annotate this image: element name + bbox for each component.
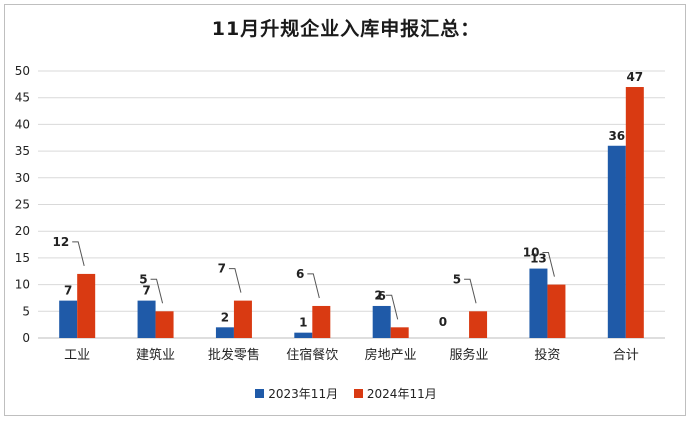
data-label-leader <box>307 273 320 299</box>
bar-series-1 <box>529 268 548 338</box>
data-label-series-1: 36 <box>608 129 625 143</box>
data-label-series-1: 0 <box>439 315 447 329</box>
legend-item-series-1: 2023年11月 <box>255 385 338 402</box>
data-label-series-1: 2 <box>221 310 229 324</box>
bar-series-1 <box>59 300 78 338</box>
y-tick-label: 50 <box>15 64 30 78</box>
bar-series-2 <box>233 300 252 338</box>
data-label-leader <box>464 278 477 304</box>
data-label-series-2: 5 <box>453 272 461 286</box>
chart-legend: 2023年11月 2024年11月 <box>0 385 692 402</box>
y-tick-label: 5 <box>22 304 30 318</box>
data-label-series-2: 12 <box>52 235 69 249</box>
data-label-series-1: 13 <box>530 252 547 266</box>
legend-swatch-series-2 <box>353 389 363 398</box>
x-tick-label: 合计 <box>613 348 639 363</box>
bar-series-1 <box>215 327 234 338</box>
y-tick-label: 30 <box>15 171 30 185</box>
data-label-series-1: 7 <box>142 284 150 298</box>
legend-item-series-2: 2024年11月 <box>353 385 437 402</box>
bar-series-1 <box>137 300 156 338</box>
data-label-leader <box>385 294 399 320</box>
y-tick-label: 20 <box>15 224 30 238</box>
data-label-leader <box>150 278 164 304</box>
legend-label-series-2: 2024年11月 <box>366 387 437 401</box>
x-tick-label: 批发零售 <box>208 347 260 363</box>
data-label-series-2: 5 <box>139 272 147 286</box>
x-tick-label: 住宿餐饮 <box>286 347 338 363</box>
bar-series-1 <box>607 145 626 338</box>
data-label-series-2: 2 <box>374 288 382 302</box>
legend-swatch-series-1 <box>255 389 265 398</box>
x-tick-label: 投资 <box>534 347 560 363</box>
x-tick-label: 服务业 <box>450 347 489 363</box>
bar-series-2 <box>625 87 644 339</box>
data-label-leader <box>542 252 555 277</box>
bar-series-2 <box>469 311 488 338</box>
y-tick-label: 35 <box>15 144 30 158</box>
data-label-leader <box>228 268 242 293</box>
y-tick-label: 25 <box>15 198 30 212</box>
data-label-series-2: 6 <box>296 267 304 281</box>
data-label-series-1: 1 <box>299 316 307 330</box>
bar-series-1 <box>294 332 313 338</box>
chart-title: 11月升规企业入库申报汇总： <box>211 18 481 40</box>
bar-series-2 <box>390 327 409 338</box>
chart-frame <box>4 4 686 416</box>
bar-series-2 <box>77 273 96 338</box>
data-label-series-2: 47 <box>626 70 643 84</box>
legend-label-series-1: 2023年11月 <box>268 387 339 401</box>
bar-series-2 <box>155 311 174 338</box>
y-tick-label: 10 <box>15 278 30 292</box>
x-tick-label: 房地产业 <box>365 347 417 363</box>
y-tick-label: 40 <box>15 117 30 131</box>
y-tick-label: 15 <box>15 251 30 265</box>
y-tick-label: 0 <box>22 331 30 345</box>
data-label-series-2: 7 <box>218 262 226 276</box>
y-tick-label: 45 <box>15 91 30 105</box>
data-label-series-1: 7 <box>64 284 72 298</box>
data-label-series-2: 10 <box>523 246 540 260</box>
bar-series-1 <box>372 305 391 338</box>
bar-series-2 <box>312 305 331 338</box>
data-label-series-1: 6 <box>378 289 386 303</box>
bar-series-2 <box>547 284 566 338</box>
data-label-leader <box>72 241 85 267</box>
x-tick-label: 建筑业 <box>136 347 175 363</box>
x-tick-label: 工业 <box>64 348 90 363</box>
